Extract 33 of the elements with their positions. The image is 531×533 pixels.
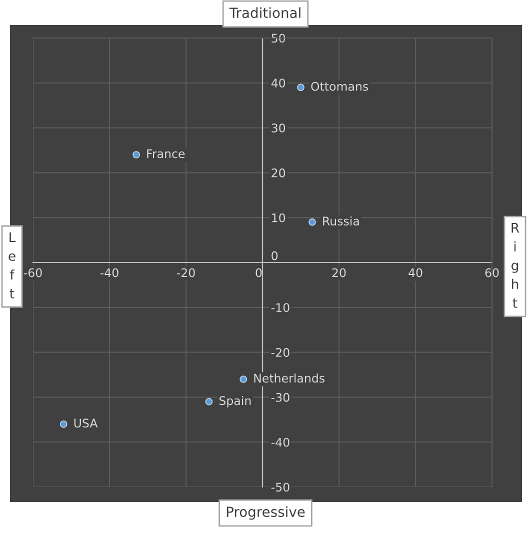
y-tick-label: -40	[271, 438, 290, 447]
y-tick-label: 10	[272, 213, 286, 222]
annotation: Ottomans	[311, 82, 368, 91]
point	[205, 398, 213, 406]
y-tick-label: -20	[271, 348, 290, 357]
point	[132, 151, 140, 158]
y-tick-label: -50	[271, 482, 290, 492]
x-tick-label: 0	[256, 268, 262, 278]
x-tick-label: 60	[485, 268, 499, 278]
point	[308, 218, 316, 226]
annotation: Spain	[219, 396, 251, 408]
x-tick-label: -40	[100, 268, 118, 278]
annotation: Netherlands	[254, 374, 324, 383]
text: Progressive	[226, 506, 305, 520]
annotation: Russia	[323, 216, 359, 226]
y-tick-label: 0	[272, 251, 278, 260]
y-tick-label: -30	[271, 392, 290, 402]
x-tick-label: -60	[24, 268, 42, 278]
text: Traditional	[229, 7, 300, 18]
y-tick-label: 40	[271, 78, 286, 88]
y-tick-label: 20	[272, 168, 286, 178]
text: Left	[8, 232, 16, 298]
y-tick-label: -10	[271, 303, 290, 312]
point	[240, 376, 248, 383]
point	[60, 420, 68, 428]
x-tick-label: 20	[332, 268, 346, 278]
x-tick-label: -20	[176, 268, 195, 278]
x-tick-label: 40	[408, 268, 422, 278]
text: Right	[512, 222, 520, 308]
annotation: France	[147, 149, 185, 158]
point	[297, 84, 304, 92]
annotation: USA	[74, 418, 98, 428]
y-tick-label: 30	[272, 124, 286, 132]
